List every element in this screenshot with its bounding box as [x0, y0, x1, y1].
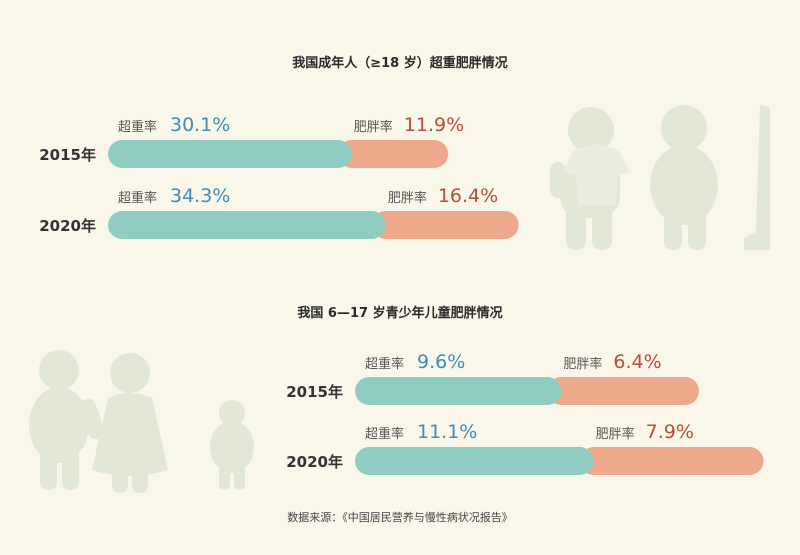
overweight-series-label: 超重率 — [118, 119, 157, 135]
shirt-icon — [562, 144, 630, 205]
obese-bar — [337, 140, 449, 168]
chart-title-adults: 我国成年人（≥18 岁）超重肥胖情况 — [292, 56, 508, 71]
overweight-series-label: 超重率 — [365, 426, 404, 442]
obese-value-label: 16.4% — [438, 185, 498, 207]
adult-silhouette-icon — [92, 353, 168, 493]
chart-title-children: 我国 6—17 岁青少年儿童肥胖情况 — [297, 306, 503, 321]
obese-value-label: 7.9% — [646, 421, 694, 443]
obese-bar — [371, 211, 519, 239]
year-label: 2015年 — [39, 146, 96, 164]
overweight-bar — [108, 140, 352, 168]
obese-bar — [547, 377, 699, 405]
overweight-value-label: 34.3% — [170, 185, 230, 207]
overweight-value-label: 30.1% — [170, 114, 230, 136]
overweight-value-label: 9.6% — [417, 351, 465, 373]
overweight-series-label: 超重率 — [118, 190, 157, 206]
year-label: 2020年 — [286, 453, 343, 471]
obese-adult-silhouette-icon — [650, 105, 718, 250]
obese-series-label: 肥胖率 — [388, 190, 427, 206]
obese-series-label: 肥胖率 — [354, 119, 393, 135]
year-label: 2020年 — [39, 217, 96, 235]
obese-value-label: 11.9% — [404, 114, 464, 136]
overweight-series-label: 超重率 — [365, 356, 404, 372]
obese-value-label: 6.4% — [613, 351, 661, 373]
data-source: 数据来源：《中国居民营养与慢性病状况报告》 — [287, 511, 513, 524]
obese-bar — [579, 447, 764, 475]
adult-silhouette-icon — [29, 350, 105, 490]
obese-series-label: 肥胖率 — [596, 426, 635, 442]
overweight-value-label: 11.1% — [417, 421, 477, 443]
overweight-bar — [355, 447, 594, 475]
year-label: 2015年 — [286, 383, 343, 401]
mirror-icon — [744, 104, 770, 250]
child-silhouette-icon — [210, 400, 254, 490]
obese-series-label: 肥胖率 — [563, 356, 602, 372]
overweight-bar — [355, 377, 562, 405]
overweight-bar — [108, 211, 386, 239]
